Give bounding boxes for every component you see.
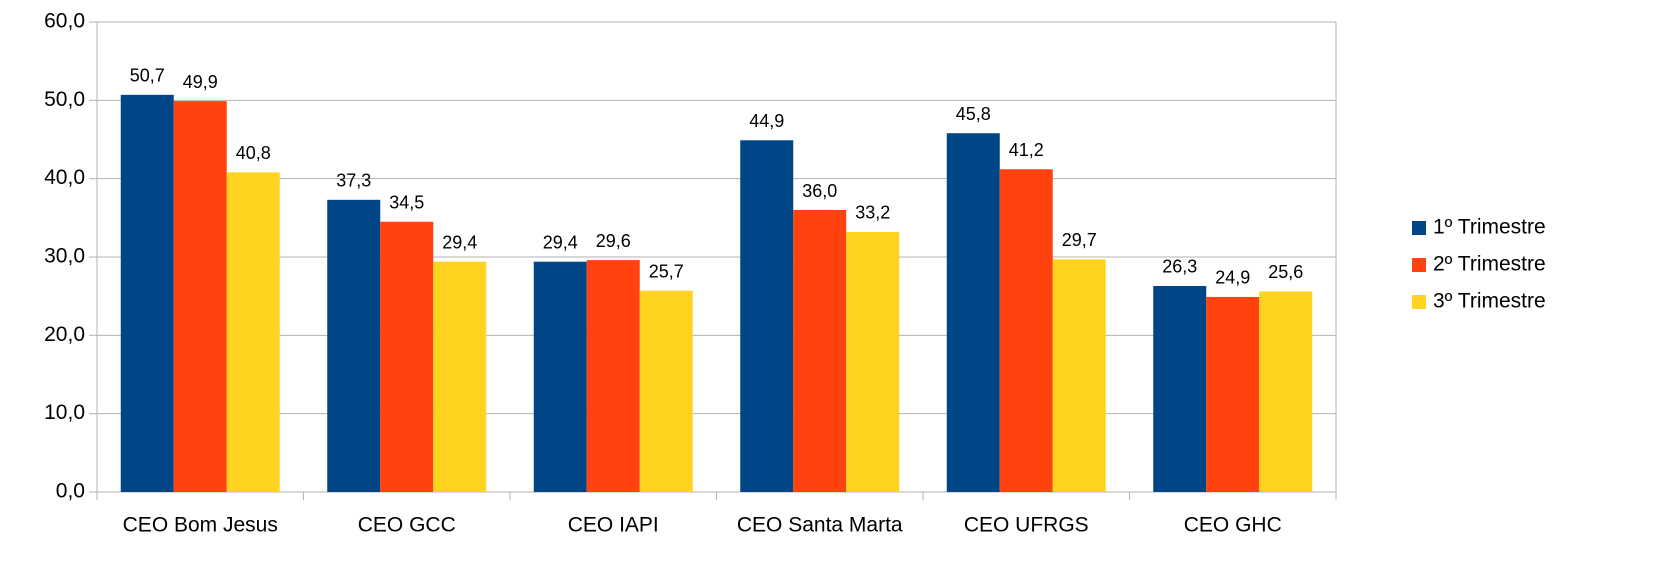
value-label: 49,9 — [183, 72, 218, 92]
legend-swatch — [1412, 221, 1426, 235]
value-label: 29,4 — [442, 232, 477, 252]
value-label: 34,5 — [389, 193, 424, 213]
value-label: 41,2 — [1009, 140, 1044, 160]
legend-swatch — [1412, 258, 1426, 272]
bar — [1153, 285, 1207, 492]
value-label: 33,2 — [855, 203, 890, 223]
bar — [946, 133, 1000, 492]
y-tick-label: 50,0 — [44, 88, 85, 111]
value-label: 25,7 — [649, 261, 684, 281]
bar — [1206, 296, 1260, 492]
value-label: 44,9 — [749, 111, 784, 131]
bar — [1052, 259, 1106, 492]
bar — [327, 199, 381, 493]
bar — [433, 261, 487, 492]
x-tick-label: CEO Santa Marta — [737, 514, 903, 537]
x-tick-label: CEO GHC — [1184, 514, 1282, 537]
x-tick-label: CEO UFRGS — [964, 514, 1089, 537]
y-tick-label: 0,0 — [56, 480, 85, 503]
legend-label: 1º Trimestre — [1433, 216, 1546, 239]
value-label: 40,8 — [236, 143, 271, 163]
x-tick-label: CEO IAPI — [568, 514, 659, 537]
legend-label: 2º Trimestre — [1433, 253, 1546, 276]
x-tick-label: CEO GCC — [358, 514, 456, 537]
value-label: 26,3 — [1162, 257, 1197, 277]
value-label: 25,6 — [1268, 262, 1303, 282]
value-label: 50,7 — [130, 66, 165, 86]
legend-label: 3º Trimestre — [1433, 290, 1546, 313]
y-tick-label: 60,0 — [44, 10, 85, 33]
bar — [380, 221, 434, 492]
x-tick-label: CEO Bom Jesus — [123, 514, 278, 537]
value-label: 29,4 — [543, 232, 578, 252]
bar — [740, 140, 794, 493]
legend-swatch — [1412, 295, 1426, 309]
value-label: 24,9 — [1215, 268, 1250, 288]
value-label: 36,0 — [802, 181, 837, 201]
bar — [639, 290, 693, 492]
value-label: 45,8 — [956, 104, 991, 124]
bar — [846, 231, 900, 492]
bar — [586, 260, 640, 492]
y-tick-label: 40,0 — [44, 166, 85, 189]
y-tick-label: 30,0 — [44, 245, 85, 268]
y-tick-label: 20,0 — [44, 323, 85, 346]
value-label: 37,3 — [336, 171, 371, 191]
bar — [999, 169, 1053, 492]
bar — [793, 210, 847, 492]
value-label: 29,7 — [1062, 230, 1097, 250]
y-tick-label: 10,0 — [44, 401, 85, 424]
bar — [226, 172, 280, 492]
bar — [533, 261, 587, 492]
bar — [173, 101, 227, 492]
value-label: 29,6 — [596, 231, 631, 251]
bar — [120, 94, 174, 492]
bar — [1259, 291, 1313, 492]
